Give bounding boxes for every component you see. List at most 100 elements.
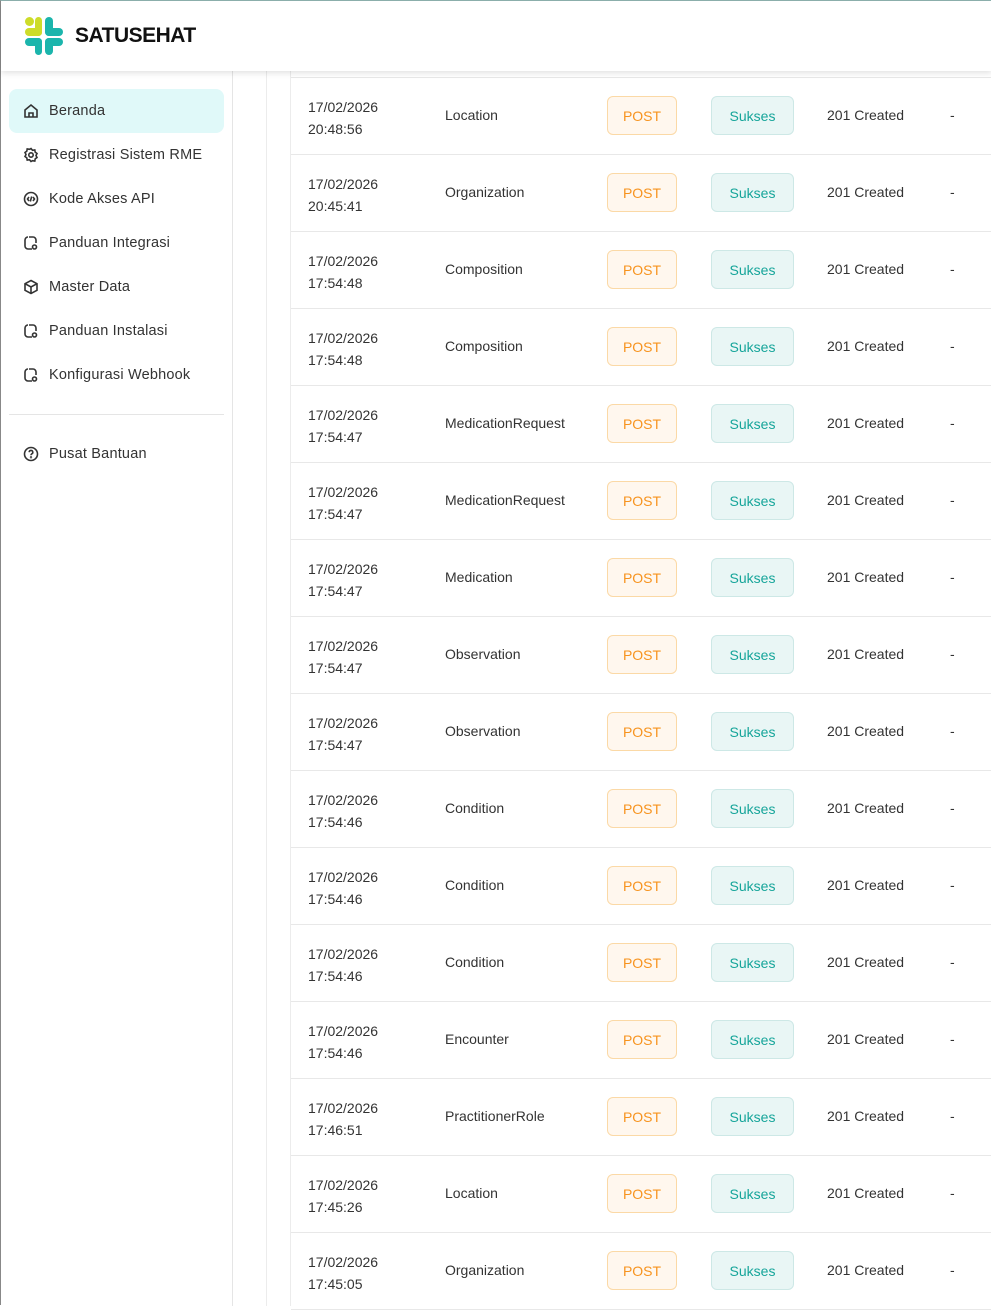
timestamp: 17/02/2026 17:45:05 xyxy=(308,1251,378,1295)
sidebar-item-master-data[interactable]: Master Data xyxy=(9,265,224,309)
timestamp: 17/02/2026 20:48:56 xyxy=(308,96,378,140)
help-icon xyxy=(23,446,39,462)
method-badge: POST xyxy=(607,1020,677,1059)
response-code: 201 Created xyxy=(827,1185,905,1201)
satusehat-logo[interactable] xyxy=(25,17,63,55)
sidebar-item-label: Kode Akses API xyxy=(49,191,155,207)
time-text: 17:54:48 xyxy=(308,275,363,291)
response-code: 201 Created xyxy=(827,646,905,662)
table-row[interactable]: 17/02/2026 17:54:46 Condition POST Sukses… xyxy=(291,771,991,848)
time-text: 17:54:48 xyxy=(308,352,363,368)
table-row[interactable]: 17/02/2026 17:45:05 Organization POST Suk… xyxy=(291,1233,991,1310)
note: - xyxy=(950,723,955,739)
timestamp: 17/02/2026 17:54:48 xyxy=(308,250,378,294)
time-text: 17:54:46 xyxy=(308,814,363,830)
resource-type: Organization xyxy=(445,184,525,200)
timestamp: 17/02/2026 17:46:51 xyxy=(308,1097,378,1141)
method-badge: POST xyxy=(607,866,677,905)
table-row[interactable]: 17/02/2026 17:54:48 Composition POST Suks… xyxy=(291,309,991,386)
table-row[interactable]: 17/02/2026 17:54:46 Encounter POST Sukses… xyxy=(291,1002,991,1079)
table-row[interactable]: 17/02/2026 17:54:47 Observation POST Suks… xyxy=(291,617,991,694)
response-code: 201 Created xyxy=(827,1031,905,1047)
note: - xyxy=(950,1031,955,1047)
table-row[interactable]: 17/02/2026 17:54:47 MedicationRequest POS… xyxy=(291,463,991,540)
method-badge: POST xyxy=(607,96,677,135)
sidebar-item-registrasi-sistem-rme[interactable]: Registrasi Sistem RME xyxy=(9,133,224,177)
sidebar-divider xyxy=(9,414,224,415)
cube-icon xyxy=(24,279,38,295)
note: - xyxy=(950,492,955,508)
top-header: SATUSEHAT xyxy=(1,1,991,71)
sidebar-item-panduan-instalasi[interactable]: Panduan Instalasi xyxy=(9,309,224,353)
table-row[interactable]: 17/02/2026 17:54:47 Medication POST Sukse… xyxy=(291,540,991,617)
timestamp: 17/02/2026 17:45:26 xyxy=(308,1174,378,1218)
sidebar-item-pusat-bantuan[interactable]: Pusat Bantuan xyxy=(9,432,224,476)
method-badge: POST xyxy=(607,481,677,520)
date-text: 17/02/2026 xyxy=(308,869,379,885)
log-table: 17/02/2026 20:48:56 Location POST Sukses … xyxy=(291,77,991,1310)
response-code: 201 Created xyxy=(827,338,905,354)
table-row[interactable]: 17/02/2026 17:46:51 PractitionerRole POST… xyxy=(291,1079,991,1156)
date-text: 17/02/2026 xyxy=(308,1023,379,1039)
resource-type: Composition xyxy=(445,338,523,354)
time-text: 17:54:47 xyxy=(308,583,363,599)
response-code: 201 Created xyxy=(827,800,905,816)
table-row[interactable]: 17/02/2026 17:54:46 Condition POST Sukses… xyxy=(291,848,991,925)
brand-name: SATUSEHAT xyxy=(75,24,196,47)
resource-type: Observation xyxy=(445,723,521,739)
table-row[interactable]: 17/02/2026 17:54:47 MedicationRequest POS… xyxy=(291,386,991,463)
timestamp: 17/02/2026 20:45:41 xyxy=(308,173,378,217)
status-badge: Sukses xyxy=(711,558,794,597)
timestamp: 17/02/2026 17:54:47 xyxy=(308,481,378,525)
response-code: 201 Created xyxy=(827,107,905,123)
sidebar-item-panduan-integrasi[interactable]: Panduan Integrasi xyxy=(9,221,224,265)
sidebar-item-konfigurasi-webhook[interactable]: Konfigurasi Webhook xyxy=(9,353,224,397)
status-badge: Sukses xyxy=(711,96,794,135)
date-text: 17/02/2026 xyxy=(308,638,379,654)
resource-type: PractitionerRole xyxy=(445,1108,545,1124)
time-text: 17:46:51 xyxy=(308,1122,363,1138)
response-code: 201 Created xyxy=(827,1108,905,1124)
table-row[interactable]: 17/02/2026 17:54:46 Condition POST Sukses… xyxy=(291,925,991,1002)
table-row[interactable]: 17/02/2026 20:45:41 Organization POST Suk… xyxy=(291,155,991,232)
resource-type: Location xyxy=(445,107,498,123)
status-badge: Sukses xyxy=(711,1020,794,1059)
guide-icon xyxy=(24,368,38,382)
date-text: 17/02/2026 xyxy=(308,253,379,269)
resource-type: Condition xyxy=(445,954,505,970)
date-text: 17/02/2026 xyxy=(308,946,379,962)
time-text: 17:54:46 xyxy=(308,1045,363,1061)
timestamp: 17/02/2026 17:54:46 xyxy=(308,866,378,910)
time-text: 17:54:47 xyxy=(308,429,363,445)
date-text: 17/02/2026 xyxy=(308,1100,379,1116)
table-row[interactable]: 17/02/2026 20:48:56 Location POST Sukses … xyxy=(291,78,991,155)
note: - xyxy=(950,415,955,431)
status-badge: Sukses xyxy=(711,250,794,289)
table-row[interactable]: 17/02/2026 17:45:26 Location POST Sukses … xyxy=(291,1156,991,1233)
timestamp: 17/02/2026 17:54:47 xyxy=(308,558,378,602)
date-text: 17/02/2026 xyxy=(308,407,379,423)
method-badge: POST xyxy=(607,1251,677,1290)
sidebar-item-beranda[interactable]: Beranda xyxy=(9,89,224,133)
status-badge: Sukses xyxy=(711,1174,794,1213)
timestamp: 17/02/2026 17:54:48 xyxy=(308,327,378,371)
date-text: 17/02/2026 xyxy=(308,1254,379,1270)
table-row[interactable]: 17/02/2026 17:54:47 Observation POST Suks… xyxy=(291,694,991,771)
guide-icon xyxy=(24,236,38,250)
sidebar-item-kode-akses-api[interactable]: Kode Akses API xyxy=(9,177,224,221)
response-code: 201 Created xyxy=(827,1262,905,1278)
date-text: 17/02/2026 xyxy=(308,99,379,115)
method-badge: POST xyxy=(607,712,677,751)
home-icon xyxy=(24,103,38,118)
note: - xyxy=(950,1185,955,1201)
time-text: 20:45:41 xyxy=(308,198,363,214)
time-text: 17:45:26 xyxy=(308,1199,363,1215)
sidebar-item-label: Panduan Instalasi xyxy=(49,323,168,339)
resource-type: Condition xyxy=(445,877,505,893)
time-text: 17:54:47 xyxy=(308,660,363,676)
timestamp: 17/02/2026 17:54:46 xyxy=(308,789,378,833)
sidebar-item-label: Konfigurasi Webhook xyxy=(49,367,191,383)
date-text: 17/02/2026 xyxy=(308,715,379,731)
table-row[interactable]: 17/02/2026 17:54:48 Composition POST Suks… xyxy=(291,232,991,309)
gear-icon xyxy=(23,147,39,163)
